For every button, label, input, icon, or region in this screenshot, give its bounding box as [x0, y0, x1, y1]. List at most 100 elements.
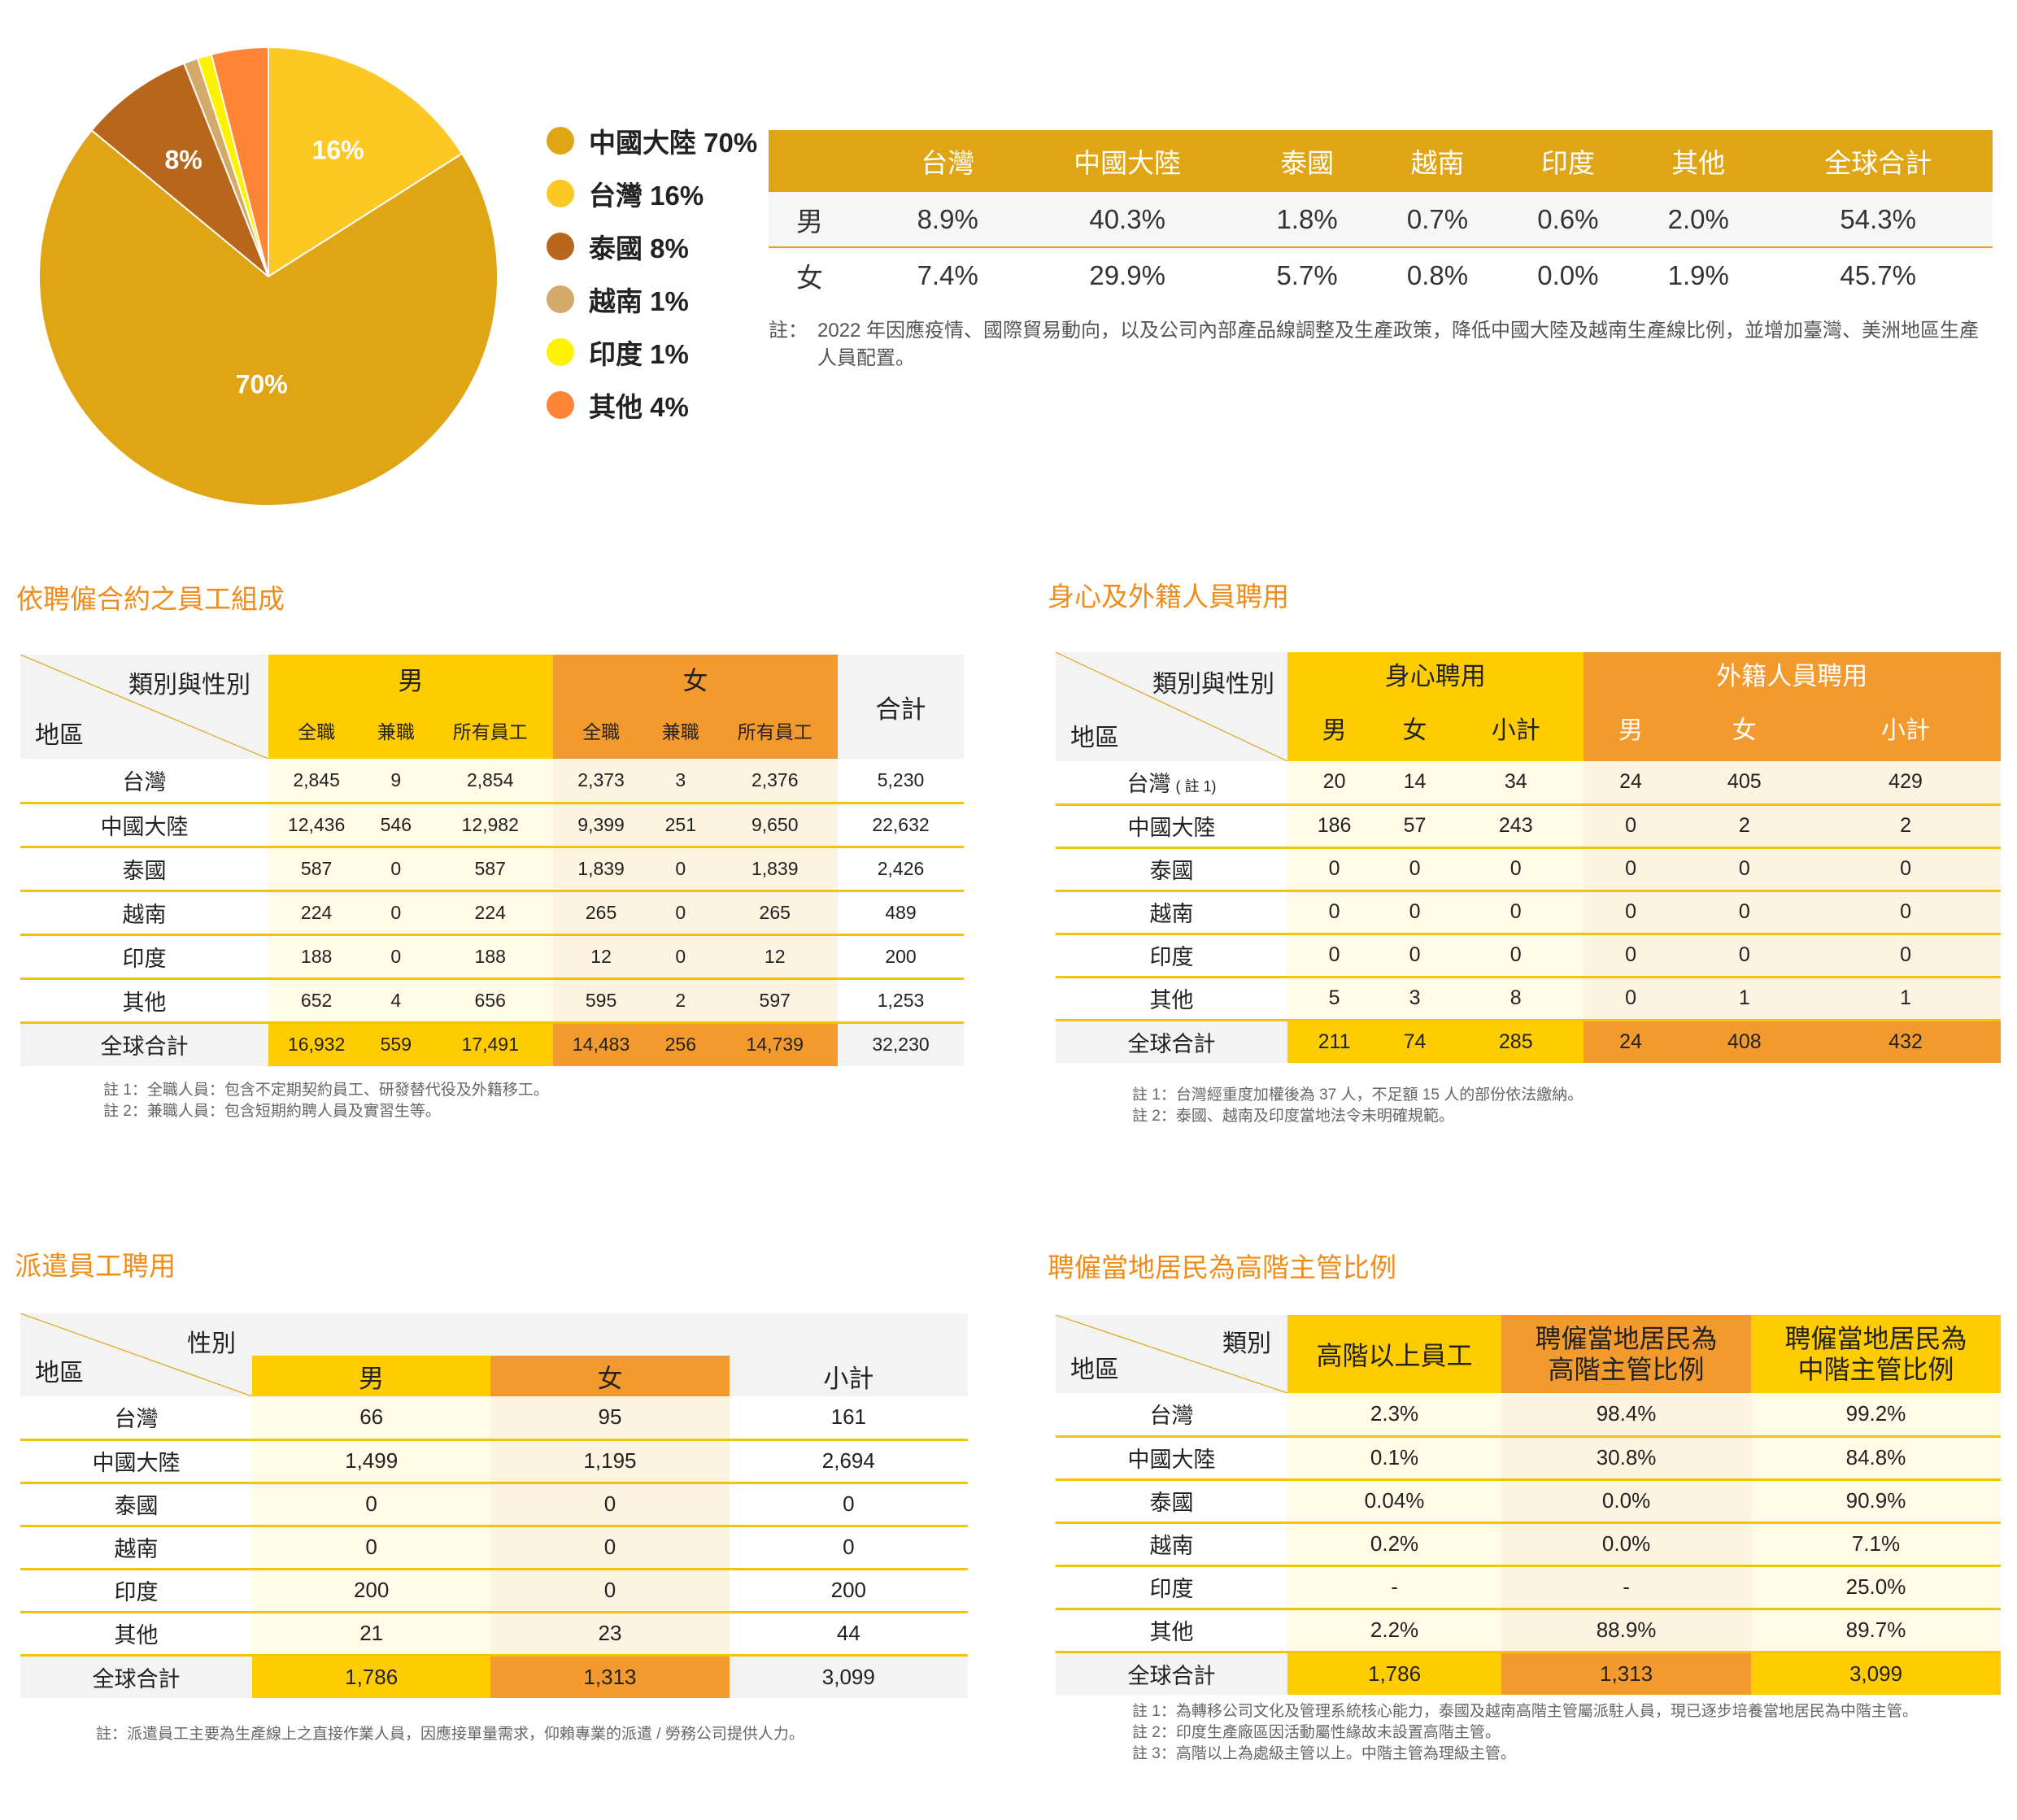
value-cell: 0: [364, 934, 428, 980]
value-cell: 57: [1381, 804, 1448, 849]
sub-header: 男: [1287, 694, 1382, 761]
value-cell: 0: [364, 890, 428, 936]
region-cell: 全球合計: [20, 1655, 252, 1698]
value-cell: 0.0%: [1501, 1479, 1752, 1524]
region-cell: 其他: [20, 978, 268, 1024]
value-cell: 3: [649, 759, 712, 804]
value-cell: 0: [1583, 977, 1679, 1021]
legend-dot-icon: [547, 126, 574, 155]
region-cell: 泰國: [1056, 847, 1287, 892]
total-row: 全球合計 1,786 1,313 3,099: [1056, 1652, 2001, 1695]
value-cell: 0: [1287, 847, 1382, 892]
table-row: 其他 5 3 8 0 1 1: [1056, 977, 2001, 1021]
value-cell: 0: [1381, 847, 1448, 892]
legend-dot-icon: [547, 337, 574, 366]
dispatch-employee-table: 性別 地區 男 女 小計 台灣 66 95 161 中國大陸 1,499 1,195 2,69…: [20, 1313, 968, 1698]
legend-item: 其他 4%: [547, 378, 757, 431]
value-cell: 211: [1287, 1020, 1382, 1063]
dispatch-section-title: 派遣員工聘用: [15, 1251, 176, 1281]
contract-employee-table: 類別與性別 地區 男 女 合計 全職 兼職 所有員工 全職 兼職 所有員工 台灣…: [20, 655, 964, 1066]
pie-slice: [268, 46, 464, 278]
value-cell: 0: [490, 1526, 730, 1570]
region-cell: 其他: [1056, 1609, 1287, 1653]
value-cell: 9,650: [712, 803, 838, 848]
table-row: 中國大陸 1,499 1,195 2,694: [20, 1439, 968, 1484]
value-cell: 1,313: [1501, 1652, 1752, 1695]
gender-by-region-table: 台灣 中國大陸 泰國 越南 印度 其他 全球合計 男 8.9% 40.3% 1.…: [769, 130, 1993, 303]
value-cell: 587: [268, 847, 365, 892]
table-corner: 類別 地區: [1056, 1315, 1287, 1393]
value-cell: 200: [838, 934, 964, 980]
female-header: 女: [490, 1356, 730, 1396]
value-cell: 0: [1448, 934, 1584, 978]
table-row: 其他 2.2% 88.9% 89.7%: [1056, 1609, 2001, 1653]
legend-dot-icon: [547, 232, 574, 260]
value-cell: 656: [427, 978, 553, 1024]
value-cell: 24: [1583, 1020, 1679, 1063]
total-header: 合計: [838, 655, 964, 759]
value-cell: 1,195: [490, 1439, 730, 1484]
value-cell: 14,483: [552, 1022, 650, 1066]
value-cell: 546: [364, 803, 428, 848]
disability-foreign-table: 類別與性別 地區 身心聘用 外籍人員聘用 男 女 小計 男 女 小計 台灣( 註…: [1056, 652, 2001, 1063]
table-row: 泰國 0 0 0: [20, 1483, 968, 1527]
value-cell: 652: [268, 978, 365, 1024]
pie-slice: [210, 46, 269, 277]
value-cell: -: [1501, 1565, 1752, 1610]
table-row: 其他 652 4 656 595 2 597 1,253: [20, 978, 964, 1024]
value-cell: 1: [1678, 977, 1811, 1021]
region-cell: 越南: [1056, 1522, 1287, 1567]
local-section-title: 聘僱當地居民為高階主管比例: [1048, 1252, 1396, 1282]
value-cell: 0: [649, 934, 712, 980]
value-cell: 0: [1583, 847, 1679, 892]
sub-header: 兼職: [649, 702, 712, 759]
value-cell: 224: [427, 890, 553, 936]
value-cell: 405: [1678, 761, 1811, 806]
legend-item: 印度 1%: [547, 325, 757, 378]
employee-distribution-pie-chart: 16% 70% 8%: [37, 46, 499, 507]
value-cell: 88.9%: [1501, 1609, 1752, 1653]
value-cell: 98.4%: [1501, 1393, 1752, 1438]
table-corner: 類別與性別 地區: [20, 655, 268, 759]
value-cell: 188: [427, 934, 553, 980]
sub-header: 所有員工: [427, 702, 553, 759]
value-cell: 251: [649, 803, 712, 848]
value-cell: 5,230: [838, 759, 964, 804]
value-cell: 587: [427, 847, 553, 892]
local-notes: 註 1：為轉移公司文化及管理系統核心能力，泰國及越南高階主管屬派駐人員，現已逐步…: [1132, 1703, 1918, 1762]
region-cell: 越南: [20, 890, 268, 936]
value-cell: 0: [490, 1569, 730, 1613]
foreign-group-header: 外籍人員聘用: [1583, 652, 2001, 694]
value-cell: 0.1%: [1287, 1436, 1502, 1481]
value-cell: -: [1287, 1565, 1502, 1610]
value-cell: 2,845: [268, 759, 365, 804]
value-cell: 2,426: [838, 847, 964, 892]
table-row: 越南 0 0 0: [20, 1526, 968, 1570]
table-row: 台灣 2,845 9 2,854 2,373 3 2,376 5,230: [20, 759, 964, 804]
region-cell: 全球合計: [20, 1022, 268, 1066]
value-cell: 265: [552, 890, 650, 936]
table-row: 越南 0 0 0 0 0 0: [1056, 890, 2001, 935]
local-middle-ratio-header: 聘僱當地居民為 中階主管比例: [1751, 1315, 2001, 1393]
value-cell: 285: [1448, 1020, 1584, 1063]
value-cell: 0: [490, 1483, 730, 1527]
value-cell: 200: [252, 1569, 491, 1613]
region-cell: 其他: [1056, 977, 1287, 1021]
legend-item: 台灣 16%: [547, 167, 757, 220]
value-cell: 84.8%: [1751, 1436, 2001, 1481]
table-row: 男 8.9% 40.3% 1.8% 0.7% 0.6% 2.0% 54.3%: [769, 192, 1993, 248]
value-cell: 9: [364, 759, 428, 804]
value-cell: 20: [1287, 761, 1382, 806]
sub-header: 女: [1381, 694, 1448, 761]
value-cell: 559: [364, 1022, 428, 1066]
value-cell: 0: [1287, 890, 1382, 935]
region-cell: 中國大陸: [1056, 1436, 1287, 1481]
table-row: 泰國 587 0 587 1,839 0 1,839 2,426: [20, 847, 964, 892]
value-cell: 0.0%: [1501, 1522, 1752, 1567]
value-cell: 17,491: [427, 1022, 553, 1066]
value-cell: 265: [712, 890, 838, 936]
value-cell: 188: [268, 934, 365, 980]
region-cell: 其他: [20, 1612, 252, 1657]
table-row: 印度 - -25.0%: [1056, 1565, 2001, 1610]
sub-header: 全職: [552, 702, 650, 759]
